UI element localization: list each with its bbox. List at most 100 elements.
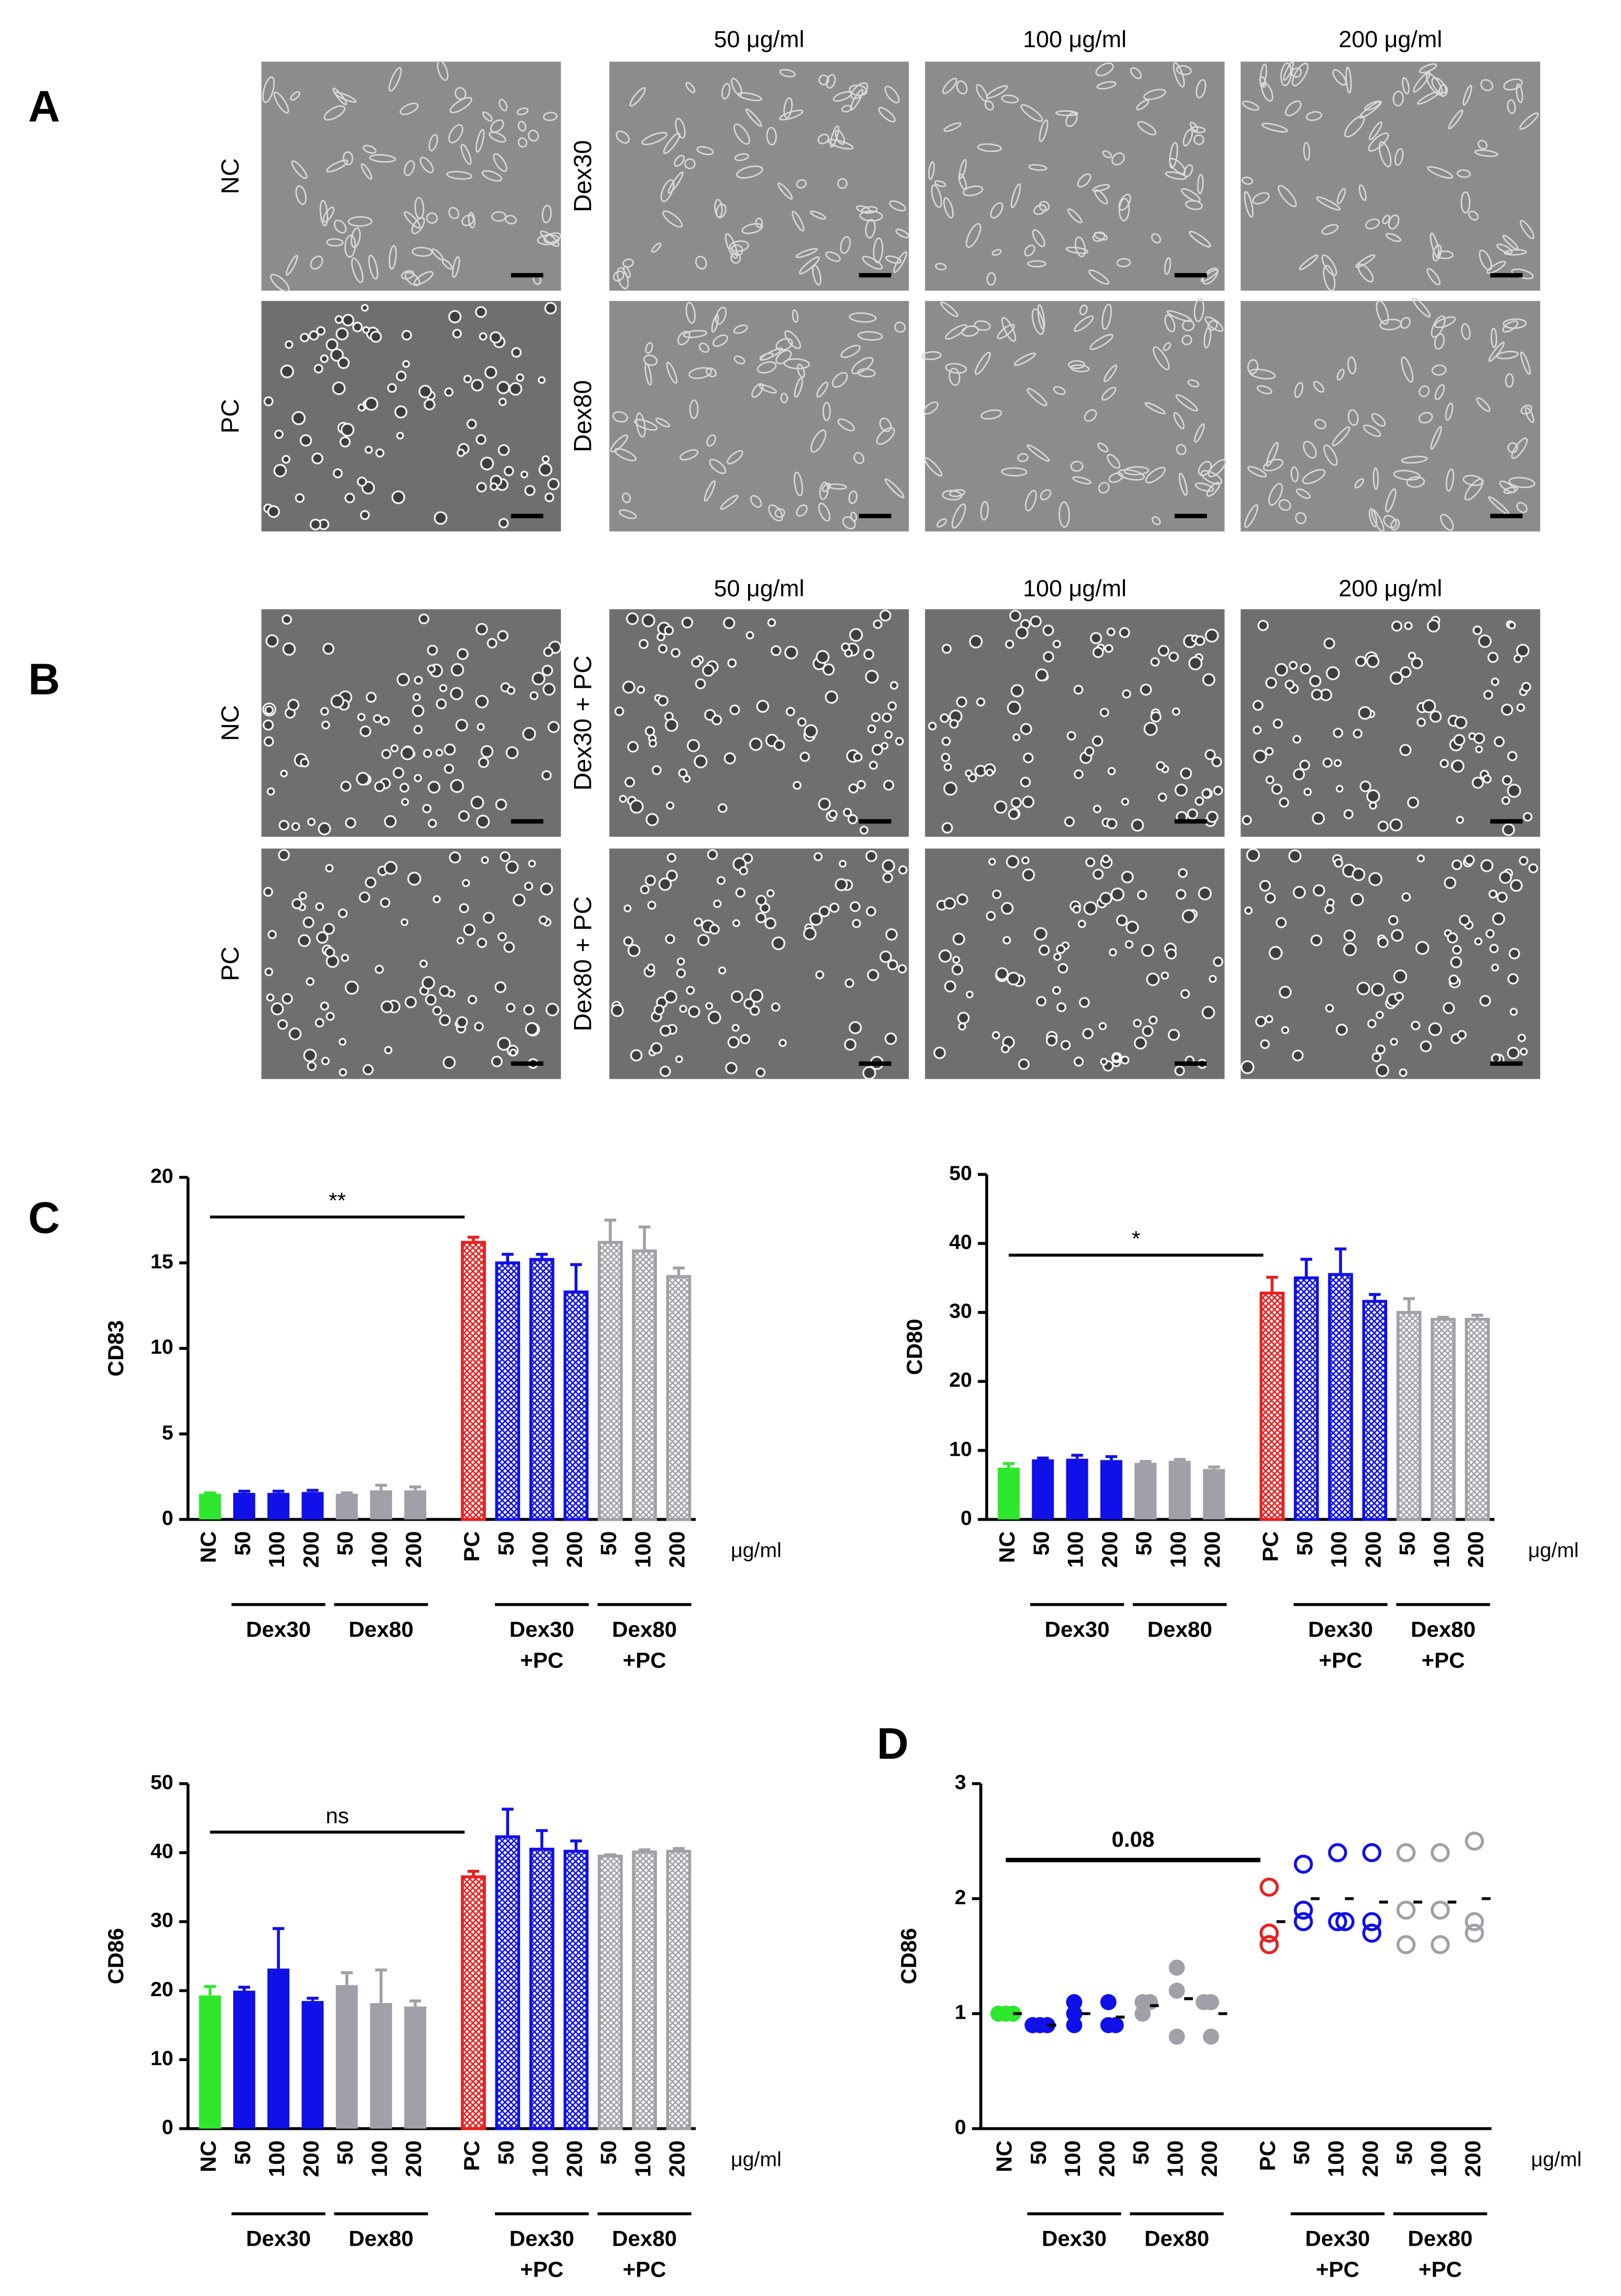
data-point	[1396, 1843, 1416, 1862]
column-header: 100 μg/ml	[1023, 576, 1127, 602]
data-point	[1259, 1877, 1279, 1897]
bar	[370, 1490, 392, 1520]
data-point	[1169, 1959, 1185, 1976]
y-tick-label: 3	[955, 1771, 966, 1794]
bar	[461, 1241, 486, 1521]
data-point	[1396, 1900, 1416, 1920]
x-tick-label: 50	[1395, 1531, 1420, 1556]
x-tick-label: 100	[1165, 1531, 1190, 1568]
row-label: Dex80	[569, 380, 597, 452]
x-tick-label: 50	[333, 1531, 358, 1556]
bar	[529, 1258, 555, 1521]
bar	[495, 1261, 521, 1521]
bar	[1066, 1458, 1088, 1520]
row-label: Dex30 + PC	[569, 655, 597, 790]
bar	[1169, 1460, 1191, 1520]
x-tick-label: NC	[196, 2140, 221, 2172]
data-point	[1169, 2028, 1185, 2045]
y-tick-label: 0	[162, 2116, 174, 2139]
panel-label: B	[28, 654, 60, 703]
micrograph	[261, 301, 561, 532]
micrograph	[261, 60, 561, 293]
data-point	[1430, 1843, 1450, 1862]
x-tick-label: 200	[1358, 2140, 1382, 2177]
y-axis-label: CD86	[896, 1928, 921, 1984]
group-label: Dex30	[1045, 1617, 1110, 1641]
unit-label: μg/ml	[731, 1540, 782, 1562]
bar	[666, 1275, 691, 1521]
y-tick-label: 40	[150, 1840, 174, 1863]
data-point	[1465, 1923, 1484, 1943]
unit-label: μg/ml	[1528, 1540, 1579, 1562]
bar	[461, 1875, 486, 2130]
data-point	[1293, 1912, 1313, 1932]
data-point	[1335, 1912, 1355, 1932]
data-point	[1100, 1994, 1117, 2010]
significance-label: ns	[326, 1803, 349, 1828]
group-label: Dex80	[1411, 1617, 1476, 1641]
bar	[301, 2001, 324, 2129]
micrograph	[922, 298, 1226, 532]
x-tick-label: 200	[1097, 1531, 1122, 1568]
micrograph	[1240, 848, 1540, 1079]
group-label: Dex80	[612, 1617, 677, 1641]
x-tick-label: 100	[1324, 2140, 1348, 2177]
panel-label: A	[28, 82, 60, 131]
y-tick-label: 15	[150, 1250, 174, 1273]
data-point	[1362, 1912, 1381, 1932]
bar	[199, 1493, 221, 1520]
y-tick-label: 20	[949, 1369, 972, 1392]
x-tick-label: PC	[1258, 1531, 1283, 1562]
y-tick-label: 2	[955, 1886, 966, 1909]
x-tick-label: 100	[1060, 2140, 1085, 2177]
row-label: PC	[217, 399, 244, 434]
group-label: Dex80	[349, 1617, 414, 1641]
x-tick-label: 50	[1289, 2140, 1314, 2165]
unit-label: μg/ml	[1531, 2149, 1582, 2171]
bar	[267, 1968, 290, 2129]
group-label: +PC	[520, 1648, 564, 1672]
x-tick-label: 50	[230, 1531, 255, 1556]
data-point	[1259, 1935, 1279, 1954]
data-point	[1430, 1935, 1450, 1954]
x-tick-label: 100	[264, 1531, 289, 1568]
bar	[1203, 1469, 1225, 1520]
x-tick-label: 50	[230, 2140, 255, 2165]
bar	[336, 1493, 358, 1520]
bar	[404, 2006, 427, 2129]
bar	[233, 1492, 255, 1520]
x-tick-label: 200	[298, 1531, 323, 1568]
bar	[563, 1849, 589, 2130]
bar	[1293, 1276, 1319, 1521]
x-tick-label: 200	[401, 2140, 426, 2177]
micrograph	[609, 61, 910, 291]
group-label: Dex80	[1408, 2226, 1473, 2251]
data-point	[1066, 1994, 1083, 2010]
bar	[1465, 1318, 1490, 1521]
significance-label: *	[1132, 1227, 1140, 1251]
unit-label: μg/ml	[731, 2149, 782, 2171]
x-tick-label: 50	[1392, 2140, 1417, 2165]
data-point	[1195, 1994, 1212, 2010]
y-tick-label: 0	[955, 2116, 966, 2139]
bar	[632, 1249, 657, 1521]
group-label: +PC	[520, 2257, 564, 2281]
group-label: Dex30	[510, 2226, 575, 2251]
y-tick-label: 5	[162, 1422, 174, 1444]
bar	[233, 1990, 255, 2129]
bar	[1259, 1292, 1285, 1521]
y-tick-label: 1	[955, 2001, 966, 2024]
micrograph	[261, 848, 561, 1079]
x-tick-label: 200	[1360, 1531, 1385, 1568]
x-tick-label: 50	[1131, 1531, 1156, 1556]
x-tick-label: 100	[367, 2140, 392, 2177]
x-tick-label: PC	[459, 2140, 484, 2171]
bar	[563, 1290, 589, 1521]
group-label: Dex80	[1144, 2226, 1209, 2251]
x-tick-label: 100	[630, 1531, 655, 1568]
data-point	[1293, 1900, 1313, 1920]
bar	[495, 1835, 521, 2130]
bar	[1362, 1299, 1388, 1521]
